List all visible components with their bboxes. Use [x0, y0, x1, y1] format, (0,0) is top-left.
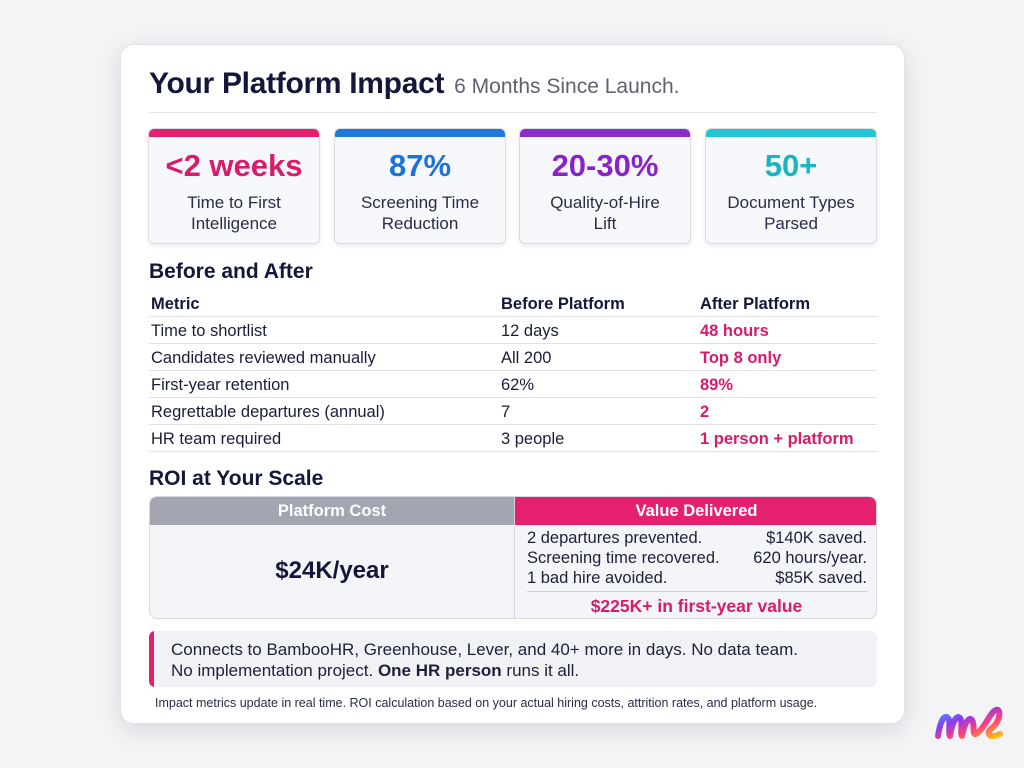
- stat-label: Document Types Parsed: [727, 193, 855, 233]
- platform-cost-header: Platform Cost: [150, 497, 514, 525]
- stat-accent-bar: [149, 129, 319, 137]
- stat-value: 20-30%: [551, 148, 659, 183]
- stat-label: Time to First Intelligence: [187, 193, 281, 233]
- callout-text: Connects to BambooHR, Greenhouse, Lever,…: [171, 640, 798, 680]
- footnote: Impact metrics update in real time. ROI …: [155, 696, 818, 710]
- before-after-title: Before and After: [149, 260, 313, 283]
- stat-label: Quality-of-Hire Lift: [550, 193, 660, 233]
- platform-cost-column: Platform Cost $24K/year: [150, 497, 514, 618]
- after-cell: 2: [700, 403, 710, 421]
- table-header-row: Metric Before Platform After Platform: [149, 290, 877, 317]
- stat-card-screening-reduction: 87% Screening Time Reduction: [334, 128, 506, 244]
- value-delivered-column: Value Delivered 2 departures prevented. …: [514, 497, 876, 618]
- value-item: Screening time recovered. 620 hours/year…: [527, 549, 867, 568]
- stat-card-document-types: 50+ Document Types Parsed: [705, 128, 877, 244]
- value-item-amount: 620 hours/year.: [753, 549, 867, 567]
- stat-accent-bar: [520, 129, 690, 137]
- metric-cell: First-year retention: [151, 376, 290, 394]
- page-title: Your Platform Impact: [149, 67, 445, 100]
- value-item: 2 departures prevented. $140K saved.: [527, 529, 867, 548]
- stat-card-quality-of-hire: 20-30% Quality-of-Hire Lift: [519, 128, 691, 244]
- before-after-table: Metric Before Platform After Platform Ti…: [149, 290, 877, 452]
- metric-cell: Time to shortlist: [151, 322, 267, 340]
- after-cell: 1 person + platform: [700, 430, 854, 448]
- table-row: Time to shortlist 12 days 48 hours: [149, 317, 877, 344]
- value-item-amount: $140K saved.: [766, 529, 867, 547]
- metric-cell: Candidates reviewed manually: [151, 349, 376, 367]
- value-item: 1 bad hire avoided. $85K saved.: [527, 569, 867, 588]
- page-subtitle: 6 Months Since Launch.: [454, 75, 680, 98]
- column-header-before: Before Platform: [501, 295, 625, 313]
- value-total: $225K+ in first-year value: [590, 596, 803, 616]
- value-item-label: 1 bad hire avoided.: [527, 569, 668, 587]
- before-cell: All 200: [501, 349, 552, 367]
- value-item-label: 2 departures prevented.: [527, 529, 703, 547]
- before-cell: 3 people: [501, 430, 565, 448]
- stat-label: Screening Time Reduction: [360, 193, 480, 233]
- impact-card: Your Platform Impact 6 Months Since Laun…: [120, 44, 905, 724]
- value-item-label: Screening time recovered.: [527, 549, 720, 567]
- table-row: Candidates reviewed manually All 200 Top…: [149, 344, 877, 371]
- integration-callout: Connects to BambooHR, Greenhouse, Lever,…: [149, 631, 877, 687]
- stat-value: <2 weeks: [165, 148, 303, 183]
- card-header: Your Platform Impact 6 Months Since Laun…: [149, 67, 877, 113]
- stat-accent-bar: [706, 129, 876, 137]
- brand-logo-icon: [935, 706, 1003, 740]
- after-cell: Top 8 only: [700, 349, 782, 367]
- roi-panel: Platform Cost $24K/year Value Delivered …: [149, 496, 877, 619]
- stat-accent-bar: [335, 129, 505, 137]
- metric-cell: HR team required: [151, 430, 282, 448]
- after-cell: 89%: [700, 376, 734, 394]
- before-cell: 7: [501, 403, 511, 421]
- after-cell: 48 hours: [700, 322, 769, 340]
- metric-cell: Regrettable departures (annual): [151, 403, 385, 421]
- stat-card-time-to-intelligence: <2 weeks Time to First Intelligence: [148, 128, 320, 244]
- stat-value: 50+: [764, 148, 818, 183]
- before-cell: 12 days: [501, 322, 559, 340]
- before-cell: 62%: [501, 376, 535, 394]
- value-divider: [527, 591, 867, 592]
- stat-cards: <2 weeks Time to First Intelligence 87% S…: [148, 128, 878, 246]
- column-header-metric: Metric: [151, 295, 200, 313]
- value-delivered-header: Value Delivered: [515, 497, 876, 525]
- stat-value: 87%: [388, 148, 452, 183]
- table-row: HR team required 3 people 1 person + pla…: [149, 425, 877, 452]
- table-row: First-year retention 62% 89%: [149, 371, 877, 398]
- column-header-after: After Platform: [700, 295, 811, 313]
- value-item-amount: $85K saved.: [775, 569, 867, 587]
- platform-cost-value: $24K/year: [275, 557, 389, 584]
- roi-title: ROI at Your Scale: [149, 467, 324, 490]
- callout-accent-bar: [149, 631, 154, 687]
- table-row: Regrettable departures (annual) 7 2: [149, 398, 877, 425]
